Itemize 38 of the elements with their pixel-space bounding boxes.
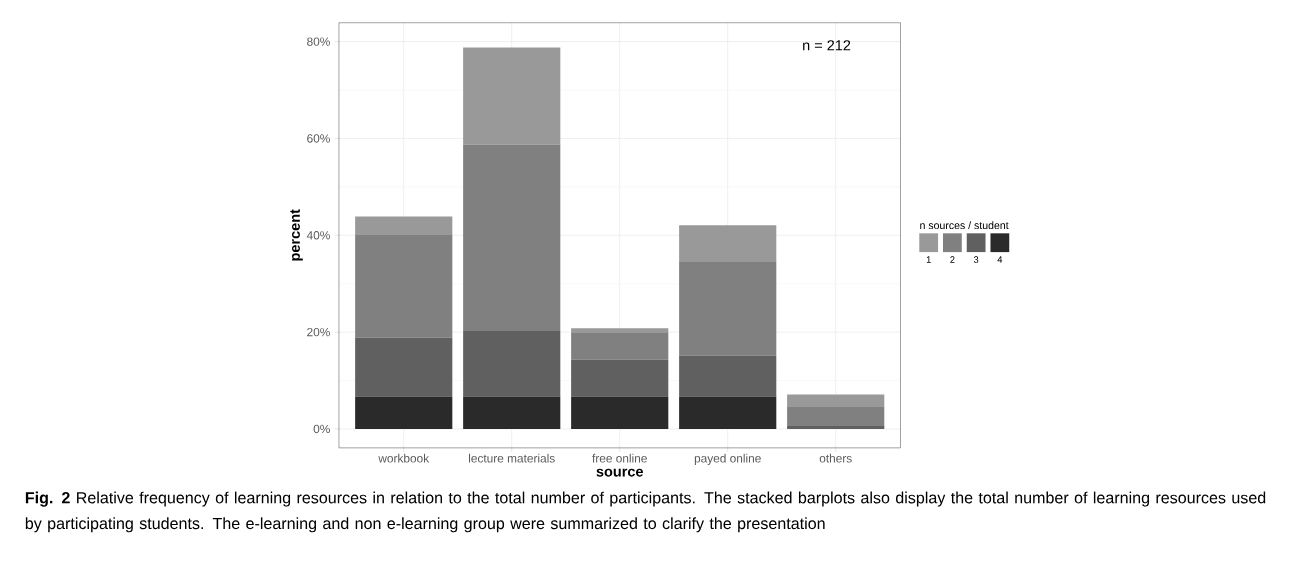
x-tick-label: payed online [694,454,761,466]
y-tick-label: 40% [306,231,330,240]
bar [463,47,561,145]
bar [571,359,669,397]
legend-label: 1 [926,256,931,263]
y-tick-label: 0% [313,424,330,434]
bar [355,396,453,430]
legend-label: 2 [950,256,955,263]
legend-title: n sources / student [920,221,1009,230]
bar [787,406,885,427]
y-axis-title: percent [290,209,303,261]
x-tick-label: free online [592,454,647,463]
x-axis-title: source [596,468,643,477]
x-tick-label: others [819,454,852,463]
bar [679,355,777,397]
y-tick-label: 60% [307,134,330,143]
bar [679,225,777,263]
legend-label: 3 [973,256,979,264]
bar [355,234,453,338]
bar [463,144,561,331]
bar [571,333,669,360]
bar [571,328,669,334]
bar [679,396,777,430]
y-tick-label: 20% [307,328,330,337]
legend-label: 4 [997,256,1003,263]
y-tick-label: 80% [307,37,330,47]
bar [571,396,669,430]
bar [787,426,885,430]
x-tick-label: lecture materials [469,454,555,463]
bar [355,216,453,235]
x-tick-label: workbook [378,454,430,463]
text: Fig. 2 Relative frequency of learning resources in relation to the total number of participants. The stacked barplots also display the total number of learning resources used by participating students. The e-learning and non e-learning group were summarized to clarify the presentation [25,491,1266,533]
annotation: n = 212 [803,40,851,51]
bar [787,394,885,407]
bar [463,330,561,397]
bar [679,262,777,356]
bar [463,396,561,430]
bar [355,337,453,397]
